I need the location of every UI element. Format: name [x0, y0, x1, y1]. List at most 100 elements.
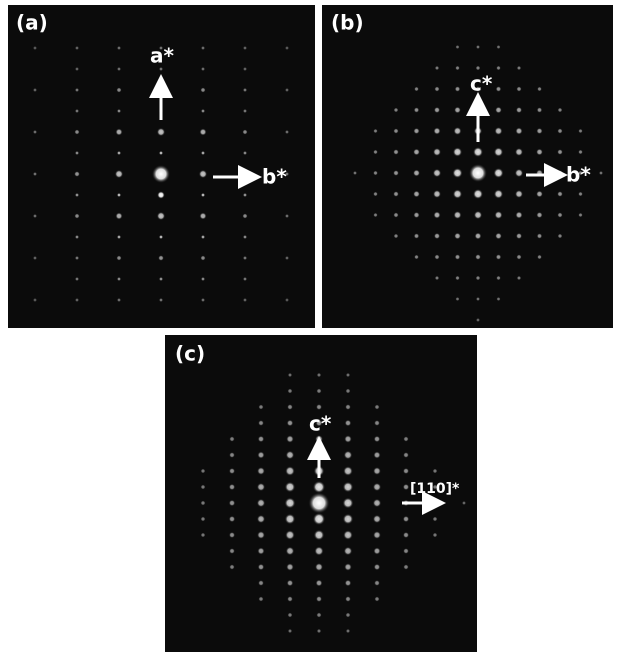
diffraction-spot: [344, 435, 351, 442]
diffraction-spot: [75, 235, 79, 239]
diffraction-spot: [229, 484, 235, 490]
diffraction-spot: [476, 318, 480, 322]
diffraction-spot: [285, 514, 295, 524]
diffraction-spot: [75, 109, 79, 113]
diffraction-spot: [433, 517, 438, 522]
diffraction-spot: [473, 147, 483, 157]
diffraction-spot: [453, 189, 462, 198]
diffraction-spot: [286, 547, 294, 555]
diffraction-spot: [433, 469, 438, 474]
diffraction-spot: [433, 211, 440, 218]
diffraction-spot: [74, 129, 79, 134]
diffraction-spot: [599, 171, 603, 175]
diffraction-spot: [33, 298, 37, 302]
diffraction-spot: [316, 596, 322, 602]
axis-label: b*: [566, 163, 591, 187]
diffraction-spot: [353, 171, 357, 175]
diffraction-spot: [75, 46, 79, 50]
diffraction-spot: [316, 388, 321, 393]
diffraction-spot: [374, 436, 380, 442]
diffraction-spot: [344, 547, 352, 555]
diffraction-spot: [455, 254, 460, 259]
diffraction-spot: [346, 613, 351, 618]
panel-label: (c): [175, 342, 205, 366]
diffraction-spot: [117, 277, 121, 281]
diffraction-spot: [286, 563, 293, 570]
diffraction-spot: [456, 297, 460, 301]
diffraction-spot: [243, 235, 247, 239]
diffraction-spot: [578, 129, 582, 133]
diffraction-spot: [33, 214, 37, 218]
diffraction-spot: [475, 254, 481, 260]
diffraction-spot: [257, 499, 265, 507]
diffraction-spot: [373, 451, 380, 458]
diffraction-spot: [346, 389, 351, 394]
diffraction-spot: [345, 420, 351, 426]
diffraction-spot: [200, 213, 207, 220]
diffraction-spot: [158, 255, 164, 261]
diffraction-spot: [403, 484, 409, 490]
diffraction-spot: [516, 86, 521, 91]
diffraction-spot: [287, 596, 293, 602]
diffraction-spot: [536, 191, 543, 198]
diffraction-spot: [536, 128, 542, 134]
diffraction-spot: [257, 451, 264, 458]
diffraction-spot: [394, 234, 399, 239]
diffraction-spot: [257, 483, 265, 491]
diffraction-spot: [201, 277, 205, 281]
diffraction-spot: [578, 192, 583, 197]
diffraction-spot: [433, 127, 440, 134]
diffraction-spot: [286, 451, 294, 459]
diffraction-spot: [243, 256, 247, 260]
diffraction-spot: [199, 170, 207, 178]
diffraction-spot: [346, 629, 350, 633]
diffraction-spot: [201, 151, 205, 155]
panel-label: (b): [331, 11, 364, 35]
diffraction-spot: [476, 297, 480, 301]
diffraction-spot: [557, 170, 563, 176]
diffraction-spot: [288, 389, 293, 394]
diffraction-spot: [557, 149, 563, 155]
diffraction-spot: [33, 130, 37, 134]
axis-label: [110]*: [410, 481, 460, 497]
diffraction-spot: [455, 276, 460, 281]
axis-label: b*: [262, 165, 287, 189]
diffraction-spot: [473, 189, 483, 199]
diffraction-spot: [496, 86, 501, 91]
diffraction-spot: [229, 500, 235, 506]
diffraction-spot: [288, 373, 292, 377]
diffraction-spot: [558, 234, 563, 239]
diffraction-spot: [313, 513, 325, 525]
diffraction-spot: [152, 165, 170, 183]
diffraction-spot: [75, 193, 79, 197]
diffraction-spot: [33, 88, 37, 92]
diffraction-spot: [495, 211, 503, 219]
diffraction-spot: [257, 467, 265, 475]
diffraction-spot: [33, 256, 37, 260]
diffraction-spot: [242, 129, 247, 134]
diffraction-spot: [33, 172, 37, 176]
diffraction-spot: [414, 107, 419, 112]
diffraction-spot: [201, 235, 205, 239]
diffraction-spot: [374, 420, 380, 426]
diffraction-spot: [374, 564, 380, 570]
diffraction-spot: [403, 468, 409, 474]
diffraction-spot: [433, 148, 441, 156]
diffraction-spot: [434, 233, 440, 239]
diffraction-spot: [558, 108, 563, 113]
diffraction-spot: [476, 276, 481, 281]
diffraction-spot: [258, 404, 263, 409]
diffraction-spot: [159, 235, 163, 239]
axis-label: c*: [470, 72, 493, 96]
diffraction-spot: [517, 66, 521, 70]
diffraction-spot: [243, 88, 247, 92]
diffraction-spot: [393, 170, 399, 176]
diffraction-spot: [413, 170, 420, 177]
diffraction-spot: [316, 404, 322, 410]
diffraction-spot: [316, 612, 321, 617]
axis-label: c*: [309, 412, 332, 436]
diffraction-spot: [258, 596, 263, 601]
diffraction-spot: [496, 276, 501, 281]
diffraction-spot: [403, 436, 408, 441]
diffraction-spot: [374, 580, 380, 586]
